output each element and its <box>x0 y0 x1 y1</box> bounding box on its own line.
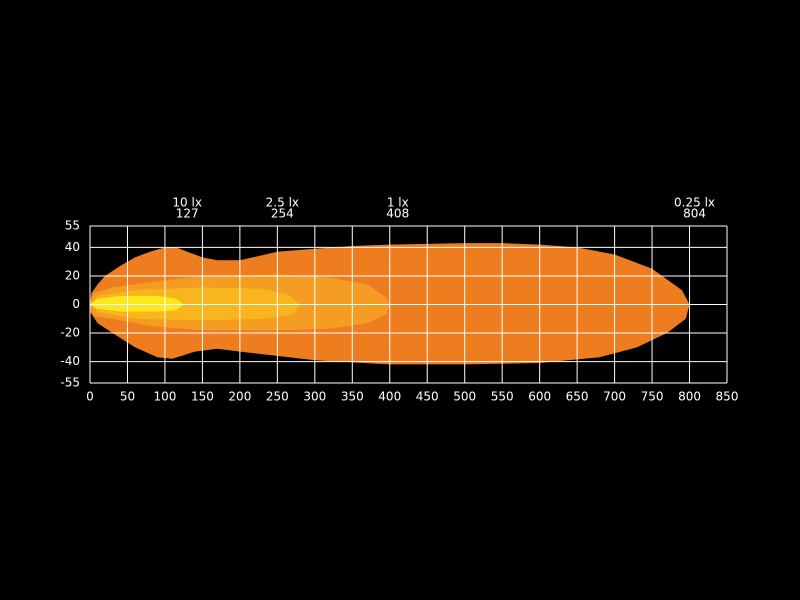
x-tick-label: 800 <box>678 390 701 404</box>
x-tick-label: 350 <box>341 390 364 404</box>
x-tick-label: 500 <box>453 390 476 404</box>
x-tick-label: 250 <box>266 390 289 404</box>
y-tick-label: 0 <box>72 297 80 311</box>
y-tick-label: -20 <box>60 326 80 340</box>
x-tick-label: 200 <box>228 390 251 404</box>
annotation-label: 1 lx <box>387 196 409 210</box>
x-tick-label: 450 <box>416 390 439 404</box>
y-tick-label: 55 <box>65 219 80 233</box>
x-tick-label: 700 <box>603 390 626 404</box>
isolux-area <box>90 287 300 321</box>
x-tick-label: 300 <box>303 390 326 404</box>
x-tick-label: 650 <box>566 390 589 404</box>
x-tick-label: 850 <box>716 390 739 404</box>
annotation-distance: 254 <box>271 207 294 221</box>
y-tick-label: -40 <box>60 354 80 368</box>
x-tick-label: 750 <box>641 390 664 404</box>
x-tick-label: 550 <box>491 390 514 404</box>
isolux-area <box>90 295 184 312</box>
x-tick-label: 400 <box>378 390 401 404</box>
annotation-distance: 804 <box>683 207 706 221</box>
annotation-label: 10 lx <box>172 196 202 210</box>
x-tick-label: 600 <box>528 390 551 404</box>
x-tick-label: 150 <box>191 390 214 404</box>
annotation-label: 2.5 lx <box>266 196 299 210</box>
annotation-distance: 127 <box>176 207 199 221</box>
x-tick-label: 0 <box>86 390 94 404</box>
y-tick-label: 20 <box>65 268 80 282</box>
annotation-distance: 408 <box>386 207 409 221</box>
annotation-label: 0.25 lx <box>674 196 715 210</box>
x-tick-label: 50 <box>120 390 135 404</box>
x-tick-label: 100 <box>153 390 176 404</box>
y-tick-label: -55 <box>60 376 80 390</box>
y-tick-label: 40 <box>65 240 80 254</box>
